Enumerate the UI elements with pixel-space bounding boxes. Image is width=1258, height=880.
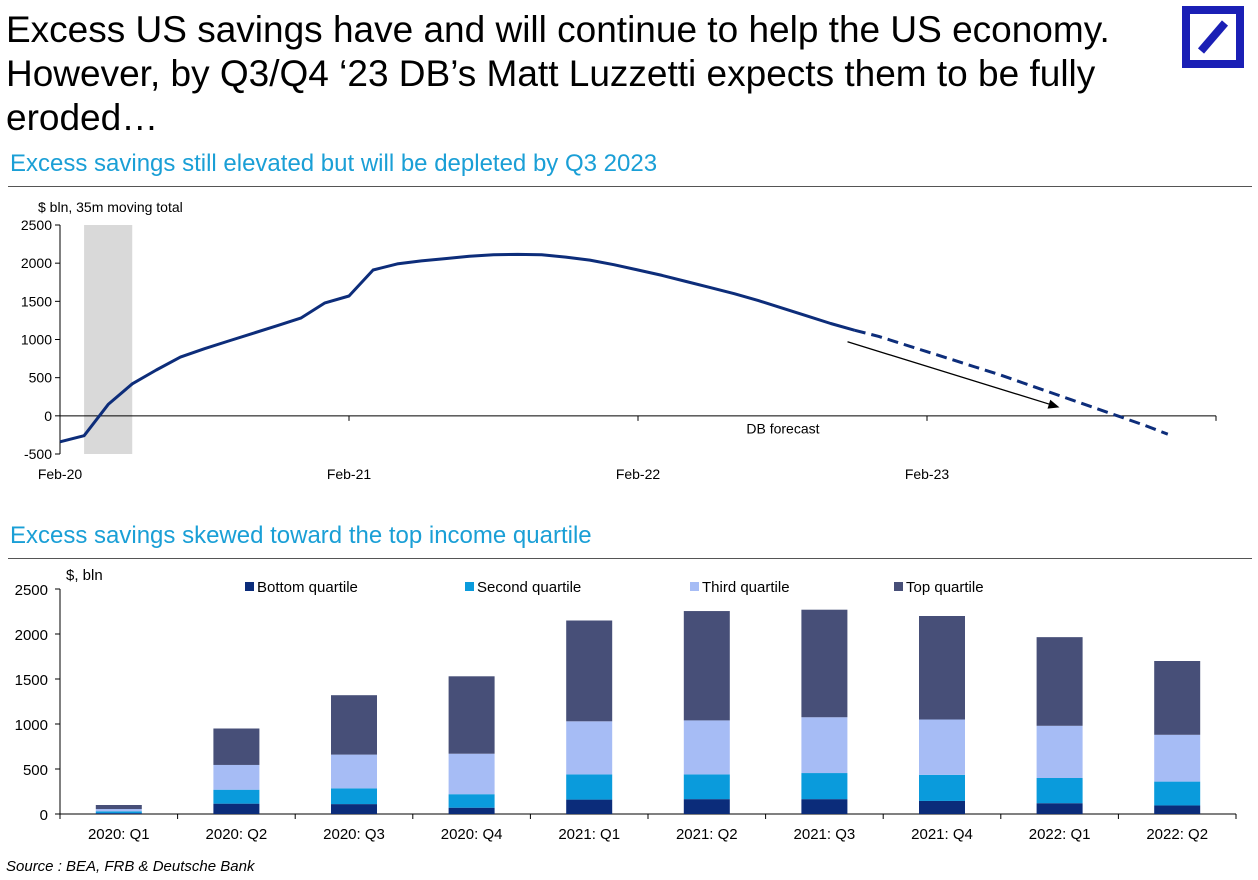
bar-segment-third-quartile: [448, 753, 495, 795]
bar-segment-bottom-quartile: [1154, 805, 1201, 814]
bar-segment-second-quartile: [919, 774, 965, 801]
x-tick-label: 2022: Q2: [1146, 826, 1208, 843]
bar-segment-second-quartile: [801, 773, 848, 800]
bar-segment-third-quartile: [1036, 725, 1083, 778]
bar-segment-top-quartile: [566, 620, 613, 722]
x-tick-label: 2022: Q1: [1029, 826, 1091, 843]
bar-segment-top-quartile: [1154, 661, 1201, 735]
bar-segment-third-quartile: [566, 721, 613, 775]
y-tick-label: 1500: [15, 672, 48, 689]
bar-segment-bottom-quartile: [919, 800, 965, 814]
bar-segment-top-quartile: [1036, 637, 1083, 726]
y-tick-label: 1000: [21, 332, 52, 348]
bar-segment-top-quartile: [801, 609, 848, 718]
y-tick-label: 2500: [21, 217, 52, 233]
bar-segment-bottom-quartile: [1036, 803, 1083, 814]
x-tick-label: Feb-20: [38, 466, 83, 482]
x-tick-label: 2021: Q4: [911, 826, 973, 843]
x-tick-label: 2020: Q4: [441, 826, 503, 843]
x-tick-label: Feb-21: [327, 466, 372, 482]
y-tick-label: 2500: [15, 582, 48, 599]
bar-segment-third-quartile: [683, 720, 730, 775]
bar-segment-second-quartile: [683, 774, 730, 800]
bar-segment-third-quartile: [801, 717, 848, 774]
x-tick-label: 2020: Q3: [323, 826, 385, 843]
y-tick-label: 1500: [21, 293, 52, 309]
bar-segment-second-quartile: [213, 789, 260, 804]
bar-segment-top-quartile: [213, 728, 260, 765]
legend-label: Second quartile: [477, 579, 581, 596]
x-tick-label: Feb-22: [616, 466, 661, 482]
bar-segment-second-quartile: [331, 788, 377, 805]
bar-segment-second-quartile: [566, 774, 613, 800]
bar-segment-bottom-quartile: [448, 807, 495, 814]
forecast-savings-line: [854, 328, 1169, 436]
legend-swatch: [690, 582, 699, 591]
y-tick-label: 500: [29, 370, 53, 386]
bar-segment-third-quartile: [919, 719, 965, 775]
y-tick-label: 0: [44, 408, 52, 424]
bar-segment-bottom-quartile: [95, 813, 142, 814]
legend-swatch: [465, 582, 474, 591]
bar-segment-second-quartile: [448, 794, 495, 808]
bar-segment-top-quartile: [95, 805, 142, 810]
bar-segment-bottom-quartile: [566, 799, 613, 814]
bar-segment-bottom-quartile: [801, 799, 848, 814]
excess-savings-line-chart: -500 0 500 1000 1500 2000 2500 Feb-20 Feb-21 Feb-…: [21, 199, 1217, 482]
recession-shading: [84, 225, 133, 454]
source-note: Source : BEA, FRB & Deutsche Bank: [6, 858, 255, 875]
bar-segment-top-quartile: [919, 616, 965, 720]
legend-swatch: [245, 582, 254, 591]
y-axis-label: $, bln: [66, 567, 103, 584]
y-tick-label: 500: [23, 762, 48, 779]
bar-segment-bottom-quartile: [213, 803, 260, 814]
headline: Excess US savings have and will continue…: [6, 9, 1110, 138]
forecast-arrow-head: [1047, 399, 1060, 409]
legend-label: Bottom quartile: [257, 579, 358, 596]
bar-segment-third-quartile: [1154, 734, 1201, 782]
y-tick-label: 1000: [15, 717, 48, 734]
y-tick-label: 2000: [15, 627, 48, 644]
y-tick-label: -500: [24, 446, 52, 462]
x-tick-label: 2021: Q3: [794, 826, 856, 843]
section1-divider: [8, 186, 1252, 187]
section2-divider: [8, 558, 1252, 559]
bar-segment-third-quartile: [331, 754, 377, 789]
y-axis-label: $ bln, 35m moving total: [38, 199, 183, 215]
bar-segment-top-quartile: [683, 611, 730, 721]
forecast-arrow-line: [847, 341, 1054, 407]
deutsche-bank-logo: [1182, 6, 1244, 68]
bar-segment-third-quartile: [213, 764, 260, 790]
x-tick-label: 2021: Q1: [558, 826, 620, 843]
quartile-stacked-bar-chart: 0 500 1000 1500 2000 2500 $, bln 2020: Q1 2020: …: [15, 567, 1237, 843]
legend-label: Third quartile: [702, 579, 790, 596]
bar-segment-second-quartile: [95, 811, 142, 814]
actual-savings-line: [59, 252, 856, 444]
section2-title: Excess savings skewed toward the top inc…: [10, 522, 592, 549]
bar-segment-second-quartile: [1036, 778, 1083, 804]
x-tick-label: 2020: Q1: [88, 826, 150, 843]
legend-swatch: [894, 582, 903, 591]
section1-title: Excess savings still elevated but will b…: [10, 150, 658, 177]
bar-segment-top-quartile: [448, 676, 495, 754]
bar-segment-top-quartile: [331, 695, 377, 755]
x-tick-label: 2021: Q2: [676, 826, 738, 843]
y-tick-label: 2000: [21, 255, 52, 271]
x-tick-label: Feb-23: [905, 466, 950, 482]
bar-segment-third-quartile: [95, 809, 142, 812]
bar-segment-bottom-quartile: [331, 804, 377, 814]
logo-slash-icon: [1197, 20, 1229, 54]
y-tick-label: 0: [40, 807, 48, 824]
bar-segment-bottom-quartile: [683, 799, 730, 814]
legend-label: Top quartile: [906, 579, 984, 596]
forecast-annotation: DB forecast: [746, 420, 819, 436]
x-tick-label: 2020: Q2: [206, 826, 268, 843]
bar-segment-second-quartile: [1154, 781, 1201, 806]
